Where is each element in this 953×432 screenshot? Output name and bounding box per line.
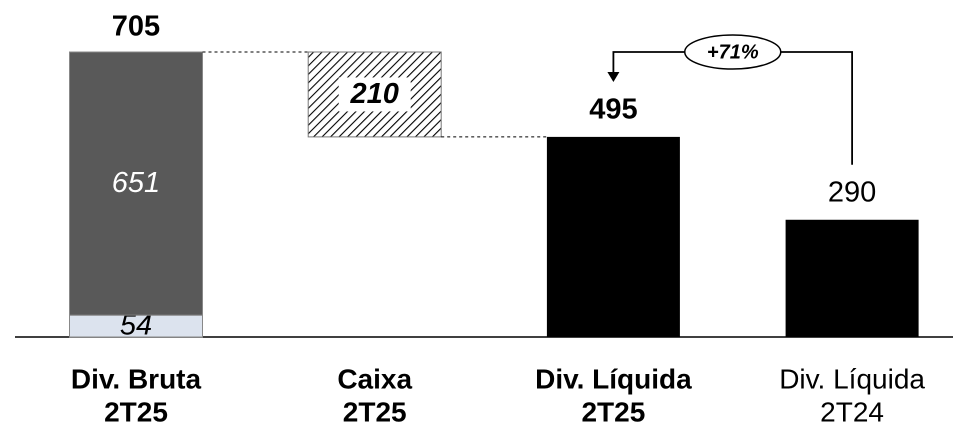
label-box bbox=[338, 77, 411, 112]
total-label: 705 bbox=[112, 11, 160, 43]
annotation-bubble bbox=[684, 34, 782, 70]
x-tick-label: Div. Líquida bbox=[535, 363, 692, 394]
x-tick-label: Div. Bruta bbox=[71, 363, 202, 394]
value-label: 651 bbox=[112, 167, 160, 199]
value-label: 495 bbox=[589, 94, 637, 126]
annotation-label: +71% bbox=[707, 41, 759, 63]
x-tick-label: 2T25 bbox=[581, 396, 645, 427]
arrow-head bbox=[607, 72, 620, 82]
x-tick-label: Caixa bbox=[337, 363, 412, 394]
x-tick-label: 2T24 bbox=[820, 396, 884, 427]
bar-segment bbox=[546, 136, 680, 337]
bar-segment bbox=[785, 219, 919, 337]
x-tick-label: Div. Líquida bbox=[779, 363, 925, 394]
x-tick-label: 2T25 bbox=[104, 396, 168, 427]
value-label: 210 bbox=[350, 78, 399, 110]
bar-segment bbox=[69, 51, 203, 316]
x-tick-label: 2T25 bbox=[343, 396, 407, 427]
value-label: 290 bbox=[828, 176, 876, 208]
